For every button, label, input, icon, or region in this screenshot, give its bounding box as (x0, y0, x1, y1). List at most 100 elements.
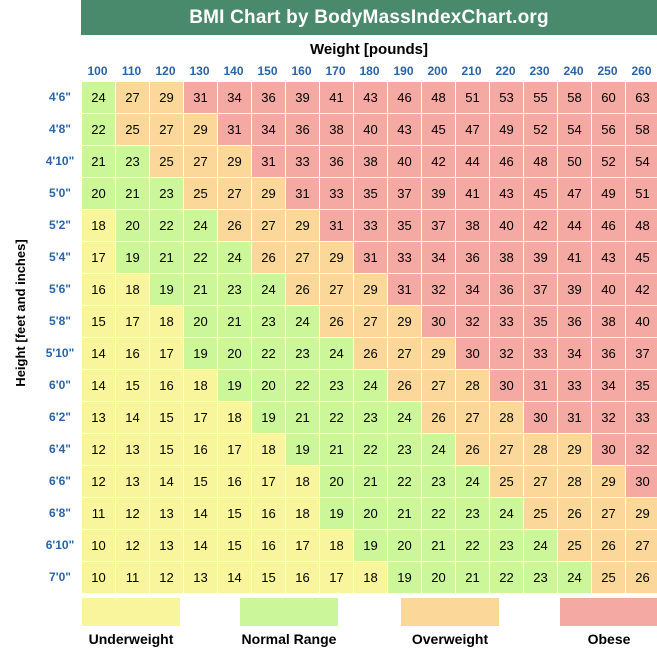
bmi-cell: 24 (422, 434, 455, 465)
bmi-cell: 21 (286, 402, 319, 433)
bmi-cell: 37 (524, 274, 557, 305)
bmi-cell: 39 (558, 274, 591, 305)
bmi-cell: 22 (320, 402, 353, 433)
bmi-cell: 37 (626, 338, 657, 369)
bmi-cell: 18 (150, 306, 183, 337)
weight-header: 170 (325, 64, 346, 78)
bmi-cell: 58 (558, 82, 591, 113)
bmi-cell: 32 (456, 306, 489, 337)
bmi-cell: 20 (422, 562, 455, 593)
bmi-cell: 29 (252, 178, 285, 209)
bmi-cell: 36 (286, 114, 319, 145)
bmi-cell: 18 (82, 210, 115, 241)
bmi-cell: 38 (456, 210, 489, 241)
height-header: 5'2" (49, 217, 71, 232)
bmi-cell: 33 (286, 146, 319, 177)
bmi-cell: 31 (320, 210, 353, 241)
bmi-cell: 29 (150, 82, 183, 113)
bmi-cell: 20 (218, 338, 251, 369)
bmi-cell: 53 (490, 82, 523, 113)
bmi-cell: 44 (558, 210, 591, 241)
bmi-cell: 23 (490, 530, 523, 561)
bmi-cell: 31 (388, 274, 421, 305)
bmi-cell: 17 (82, 242, 115, 273)
bmi-cell: 25 (184, 178, 217, 209)
bmi-cell: 27 (320, 274, 353, 305)
bmi-cell: 17 (252, 466, 285, 497)
chart-title: BMI Chart by BodyMassIndexChart.org (81, 0, 657, 35)
bmi-cell: 26 (388, 370, 421, 401)
weight-header: 250 (597, 64, 618, 78)
bmi-cell: 32 (592, 402, 625, 433)
bmi-cell: 34 (592, 370, 625, 401)
y-axis-label: Height [feet and inches] (13, 239, 28, 387)
bmi-cell: 17 (116, 306, 149, 337)
bmi-cell: 11 (116, 562, 149, 593)
bmi-cell: 33 (524, 338, 557, 369)
bmi-cell: 34 (422, 242, 455, 273)
bmi-cell: 15 (252, 562, 285, 593)
bmi-cell: 33 (490, 306, 523, 337)
bmi-cell: 24 (184, 210, 217, 241)
bmi-grid: 24 27 29 31 34 36 39 41 43 46 48 51 53 55 58 60 63 22 25 27… (81, 81, 657, 593)
bmi-cell: 21 (150, 242, 183, 273)
bmi-cell: 46 (592, 210, 625, 241)
bmi-cell: 26 (320, 306, 353, 337)
bmi-cell: 35 (524, 306, 557, 337)
bmi-cell: 43 (592, 242, 625, 273)
bmi-cell: 38 (490, 242, 523, 273)
bmi-cell: 26 (456, 434, 489, 465)
bmi-cell: 24 (286, 306, 319, 337)
height-header: 4'6" (49, 89, 71, 104)
bmi-cell: 20 (82, 178, 115, 209)
bmi-cell: 52 (592, 146, 625, 177)
bmi-cell: 35 (354, 178, 387, 209)
height-header: 4'10" (45, 153, 75, 168)
bmi-cell: 27 (286, 242, 319, 273)
bmi-cell: 33 (626, 402, 657, 433)
bmi-cell: 18 (286, 466, 319, 497)
bmi-cell: 28 (490, 402, 523, 433)
bmi-cell: 37 (422, 210, 455, 241)
bmi-cell: 37 (388, 178, 421, 209)
bmi-cell: 39 (286, 82, 319, 113)
bmi-cell: 22 (456, 530, 489, 561)
bmi-cell: 15 (82, 306, 115, 337)
weight-header: 120 (155, 64, 176, 78)
bmi-cell: 24 (558, 562, 591, 593)
bmi-cell: 22 (252, 338, 285, 369)
bmi-cell: 21 (116, 178, 149, 209)
bmi-cell: 17 (150, 338, 183, 369)
bmi-cell: 26 (286, 274, 319, 305)
weight-header: 200 (427, 64, 448, 78)
bmi-cell: 18 (184, 370, 217, 401)
weight-header: 100 (87, 64, 108, 78)
bmi-cell: 36 (592, 338, 625, 369)
bmi-cell: 14 (184, 498, 217, 529)
bmi-cell: 22 (354, 434, 387, 465)
bmi-cell: 27 (150, 114, 183, 145)
bmi-cell: 19 (252, 402, 285, 433)
bmi-cell: 26 (354, 338, 387, 369)
bmi-cell: 34 (218, 82, 251, 113)
bmi-cell: 56 (592, 114, 625, 145)
bmi-cell: 23 (286, 338, 319, 369)
bmi-cell: 20 (184, 306, 217, 337)
bmi-cell: 50 (558, 146, 591, 177)
bmi-cell: 29 (422, 338, 455, 369)
bmi-cell: 22 (150, 210, 183, 241)
legend-swatch (82, 598, 180, 626)
bmi-cell: 27 (456, 402, 489, 433)
bmi-cell: 33 (558, 370, 591, 401)
bmi-cell: 29 (558, 434, 591, 465)
bmi-cell: 27 (116, 82, 149, 113)
bmi-cell: 22 (82, 114, 115, 145)
bmi-cell: 35 (626, 370, 657, 401)
bmi-cell: 13 (82, 402, 115, 433)
bmi-cell: 25 (490, 466, 523, 497)
bmi-cell: 38 (354, 146, 387, 177)
height-header: 5'8" (49, 313, 71, 328)
bmi-cell: 32 (422, 274, 455, 305)
bmi-cell: 17 (320, 562, 353, 593)
bmi-cell: 29 (286, 210, 319, 241)
